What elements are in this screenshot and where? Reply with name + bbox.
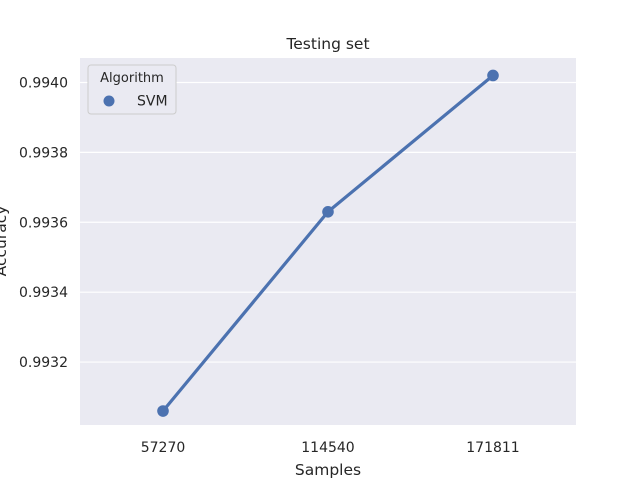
grid-lines <box>80 81 576 363</box>
x-tick-label: 57270 <box>141 440 186 456</box>
y-tick-labels: 0.9932 0.9934 0.9936 0.9938 0.9940 <box>19 75 68 371</box>
data-point <box>487 69 499 82</box>
y-tick-label: 0.9940 <box>19 75 68 91</box>
data-point <box>157 405 169 417</box>
legend-title: Algorithm <box>100 71 164 86</box>
y-axis-label: Accuracy <box>0 206 10 277</box>
legend-label-svm: SVM <box>137 94 168 110</box>
series-layer <box>157 69 499 417</box>
legend-marker-svm <box>103 95 115 107</box>
y-tick-label: 0.9934 <box>19 285 68 301</box>
y-tick-label: 0.9936 <box>19 215 68 231</box>
x-tick-labels: 57270 114540 171811 <box>141 440 520 456</box>
legend: Algorithm SVM <box>87 64 177 115</box>
x-tick-label: 114540 <box>301 440 354 456</box>
chart-title: Testing set <box>285 35 369 53</box>
plot-background <box>80 58 576 425</box>
x-axis-label: Samples <box>295 461 361 479</box>
y-tick-label: 0.9938 <box>19 145 68 161</box>
data-point <box>322 205 334 218</box>
y-tick-label: 0.9932 <box>19 355 68 371</box>
x-tick-label: 171811 <box>466 440 519 456</box>
